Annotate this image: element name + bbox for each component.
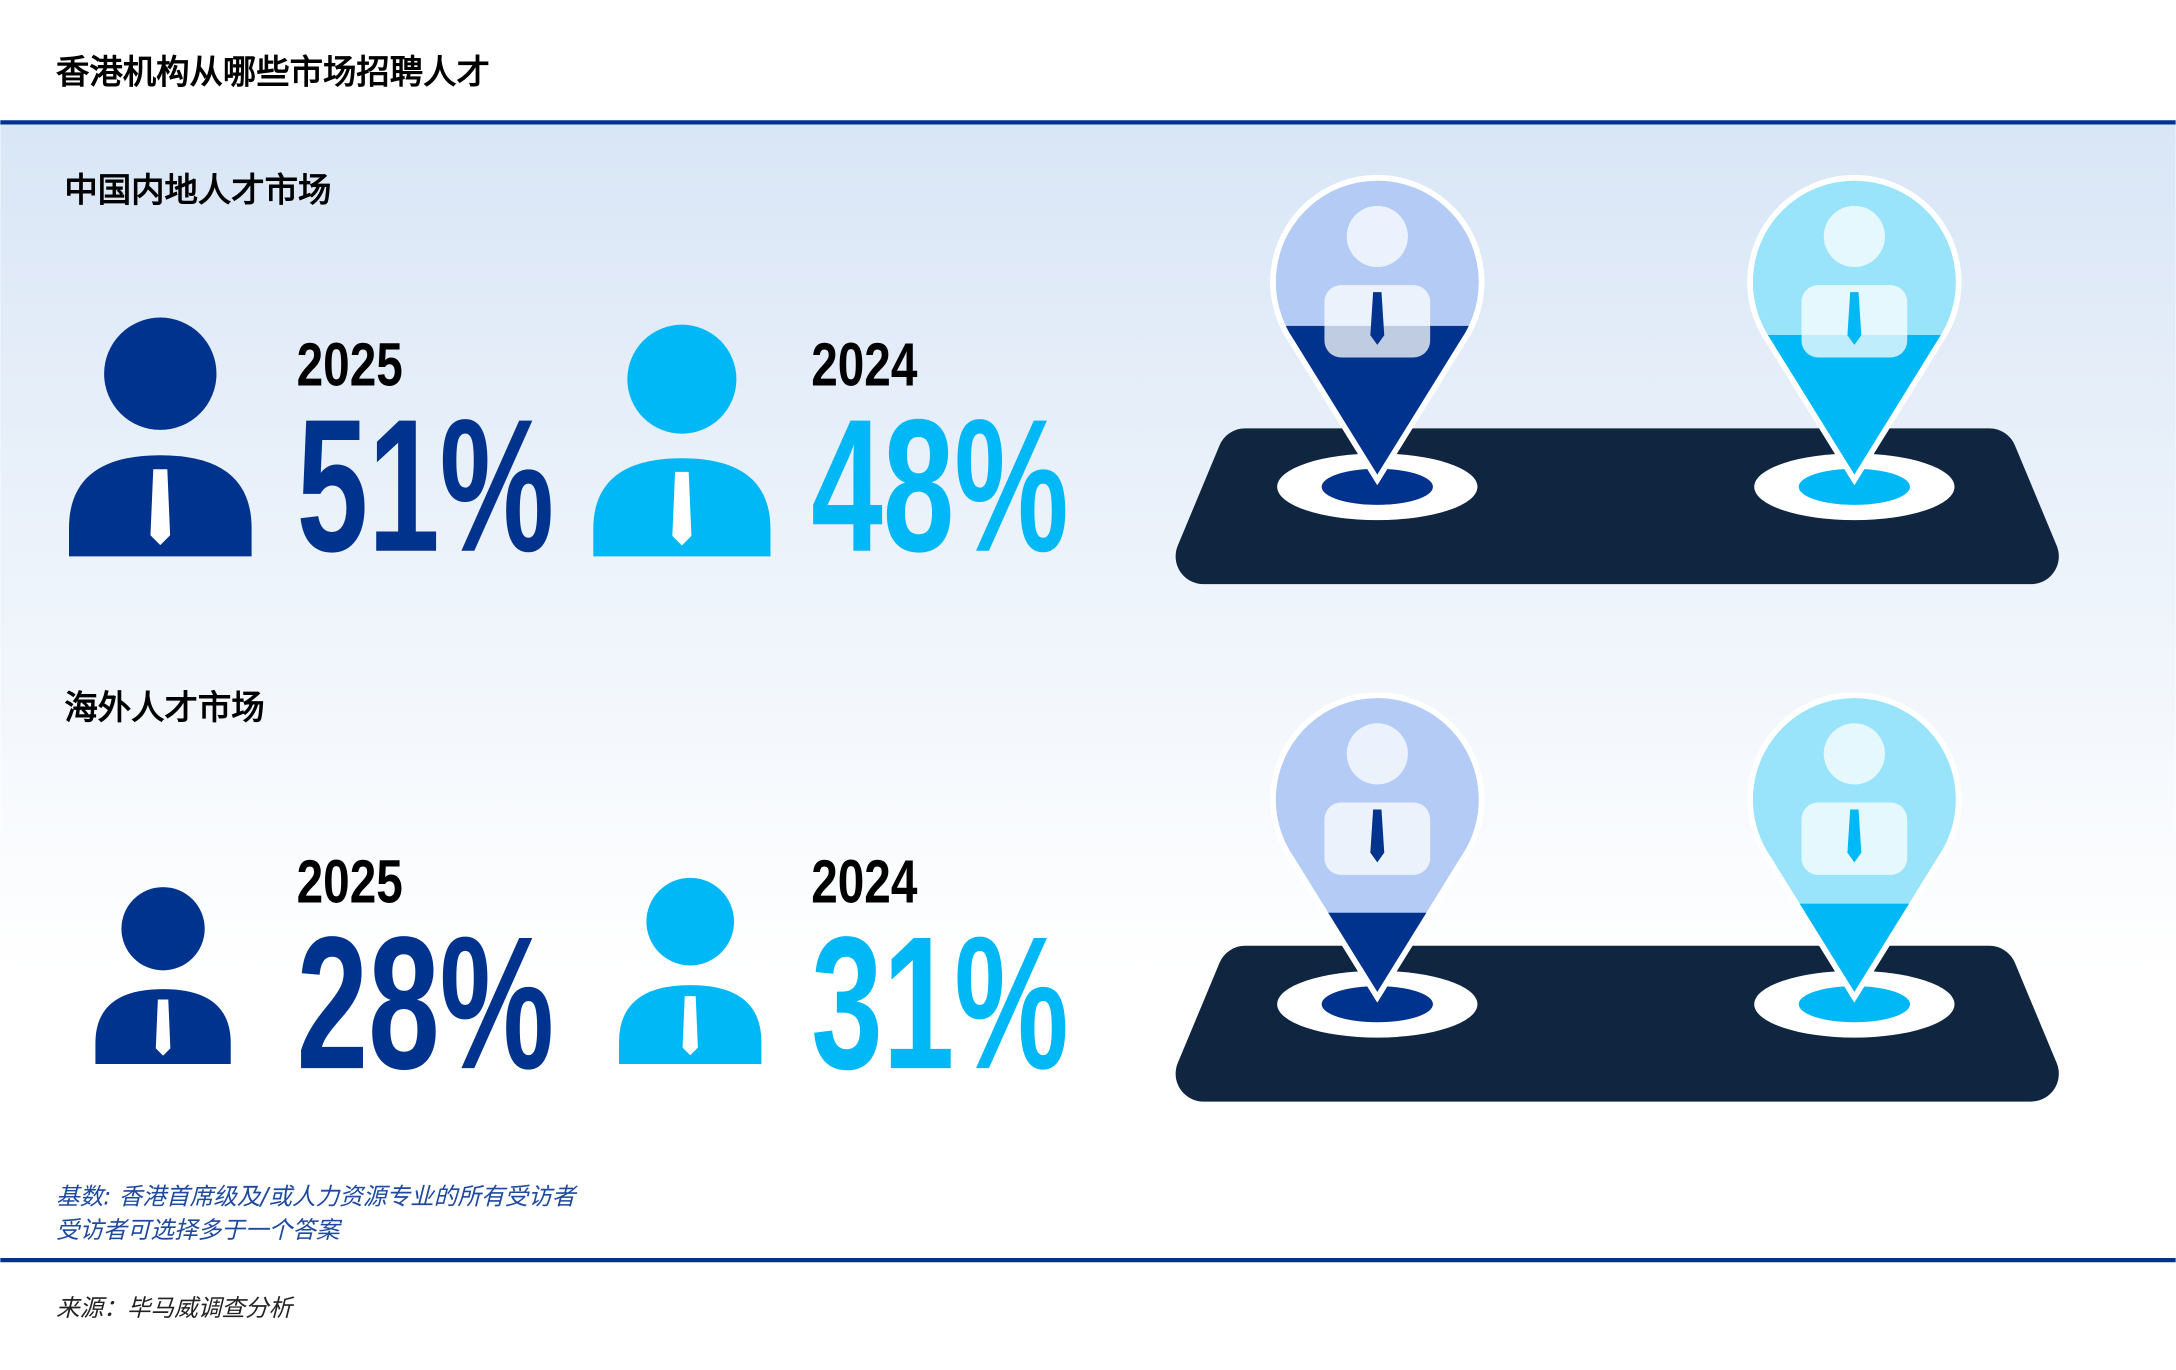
pin-outline bbox=[1747, 692, 1962, 1003]
page-title: 香港机构从哪些市场招聘人才 bbox=[56, 52, 490, 91]
person-tie bbox=[672, 471, 692, 546]
year-label: 2025 bbox=[297, 847, 403, 916]
value-label: 48% bbox=[811, 381, 1068, 592]
pin-person-head bbox=[1823, 723, 1885, 785]
section-title: 中国内地人才市场 bbox=[64, 171, 331, 210]
pin-outline bbox=[1747, 175, 1962, 486]
value-label: 28% bbox=[297, 899, 554, 1110]
value-label: 51% bbox=[297, 381, 554, 592]
pin-person-tie bbox=[1370, 292, 1385, 345]
year-label: 2024 bbox=[811, 847, 918, 916]
note: 基数: 香港首席级及/或人力资源专业的所有受访者 bbox=[56, 1182, 578, 1210]
person-head bbox=[627, 324, 737, 434]
person-tie bbox=[155, 999, 171, 1056]
year-label: 2025 bbox=[297, 330, 403, 399]
source: 来源：毕马威调查分析 bbox=[56, 1294, 295, 1322]
pin-outline bbox=[1270, 692, 1485, 1003]
pin-person-head bbox=[1823, 205, 1885, 268]
person-icon bbox=[619, 877, 762, 1065]
person-tie bbox=[682, 996, 698, 1056]
pin-person-head bbox=[1346, 723, 1408, 785]
note: 受访者可选择多于一个答案 bbox=[56, 1216, 343, 1244]
person-icon bbox=[95, 887, 231, 1065]
value-label: 31% bbox=[811, 899, 1068, 1110]
pin-outline bbox=[1270, 175, 1485, 486]
person-head bbox=[646, 877, 735, 966]
pin-ring-inner bbox=[1321, 986, 1433, 1023]
person-icon bbox=[68, 317, 252, 557]
pin-ring-inner bbox=[1798, 468, 1910, 505]
pin-person-tie bbox=[1370, 809, 1385, 863]
section-title: 海外人才市场 bbox=[64, 688, 264, 727]
pin-ring-inner bbox=[1798, 986, 1910, 1023]
person-icon bbox=[593, 324, 771, 557]
pin-person-head bbox=[1346, 205, 1408, 268]
pin-ring-inner bbox=[1321, 468, 1433, 505]
person-head bbox=[104, 317, 217, 430]
pin-person-tie bbox=[1847, 809, 1862, 863]
person-head bbox=[121, 887, 205, 971]
person-tie bbox=[150, 469, 171, 546]
year-label: 2024 bbox=[811, 330, 918, 399]
pin-person-tie bbox=[1847, 292, 1862, 345]
